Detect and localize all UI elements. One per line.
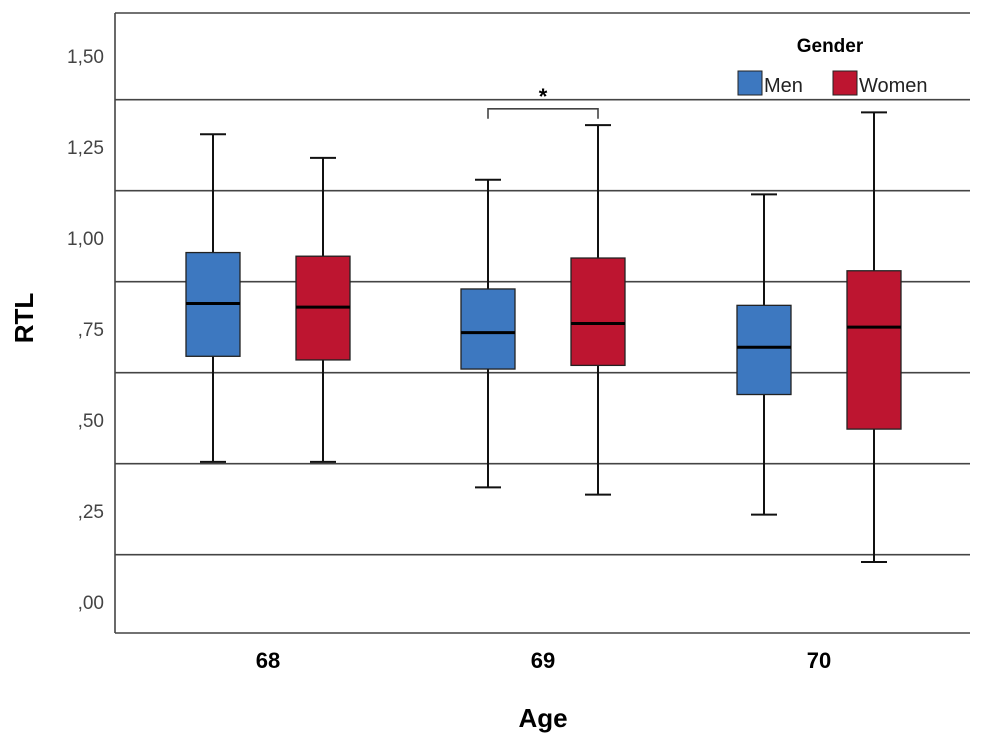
legend: Gender Men Women (737, 36, 928, 97)
iqr-box (460, 288, 516, 370)
y-tick-label: ,00 (78, 593, 104, 614)
axes (114, 12, 970, 634)
box-men-69 (460, 178, 516, 489)
y-tick-label: 1,00 (67, 229, 104, 250)
y-axis-ticks: ,00 ,25 ,50 ,75 1,00 1,25 1,50 (67, 47, 104, 614)
y-tick-label: ,25 (78, 502, 104, 523)
y-tick-label: ,50 (78, 411, 104, 432)
significance-star: * (539, 84, 548, 109)
x-tick-label: 70 (807, 648, 831, 673)
x-tick-label: 69 (531, 648, 555, 673)
y-axis-title: RTL (9, 293, 39, 344)
legend-title: Gender (797, 36, 864, 57)
significance-annotation: * (487, 84, 599, 119)
legend-label-men: Men (764, 75, 803, 97)
gridlines (115, 98, 970, 556)
iqr-box (570, 257, 626, 367)
significance-bracket (487, 107, 599, 119)
box-men-70 (736, 193, 792, 516)
y-tick-label: ,75 (78, 320, 104, 341)
legend-label-women: Women (859, 75, 928, 97)
x-tick-label: 68 (256, 648, 280, 673)
box-women-69 (570, 124, 626, 496)
box-women-70 (846, 111, 902, 563)
box-men-68 (185, 133, 241, 463)
iqr-box (846, 270, 902, 430)
legend-swatch-women (832, 70, 858, 96)
x-axis-title: Age (518, 703, 567, 733)
box-women-68 (295, 156, 351, 463)
y-tick-label: 1,50 (67, 47, 104, 68)
legend-swatch-men (737, 70, 763, 96)
boxplot-series (185, 111, 902, 563)
iqr-box (736, 304, 792, 396)
x-axis-ticks: 68 69 70 (256, 648, 831, 673)
y-tick-label: 1,25 (67, 138, 104, 159)
